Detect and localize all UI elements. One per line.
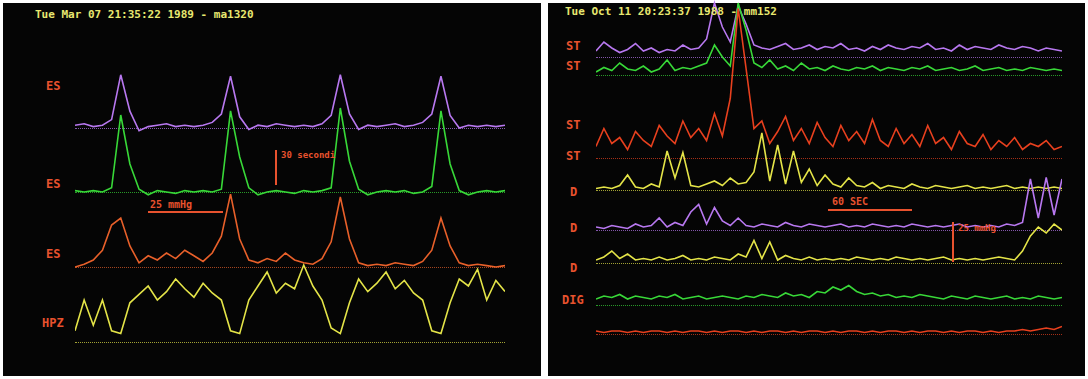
svg-text:ST: ST — [566, 118, 580, 132]
svg-text:D: D — [570, 261, 577, 275]
svg-text:ES: ES — [46, 247, 60, 261]
svg-text:ST: ST — [566, 149, 580, 163]
svg-text:DIG: DIG — [562, 293, 584, 307]
svg-text:ES: ES — [46, 177, 60, 191]
svg-text:D: D — [570, 221, 577, 235]
svg-text:ST: ST — [566, 39, 580, 53]
svg-text:Tue Oct 11 20:23:37 1988 - mm1: Tue Oct 11 20:23:37 1988 - mm152 — [565, 5, 777, 18]
svg-text:25 mmHg: 25 mmHg — [958, 223, 996, 233]
svg-text:30 secondi: 30 secondi — [281, 150, 336, 160]
svg-text:Tue Mar 07 21:35:22 1989 - ma1: Tue Mar 07 21:35:22 1989 - ma1320 — [35, 8, 254, 21]
svg-text:60 SEC: 60 SEC — [832, 196, 868, 207]
svg-text:ST: ST — [566, 59, 580, 73]
svg-text:D: D — [570, 185, 577, 199]
svg-text:25 mmHg: 25 mmHg — [150, 199, 192, 210]
svg-text:HPZ: HPZ — [42, 316, 64, 330]
svg-text:ES: ES — [46, 79, 60, 93]
